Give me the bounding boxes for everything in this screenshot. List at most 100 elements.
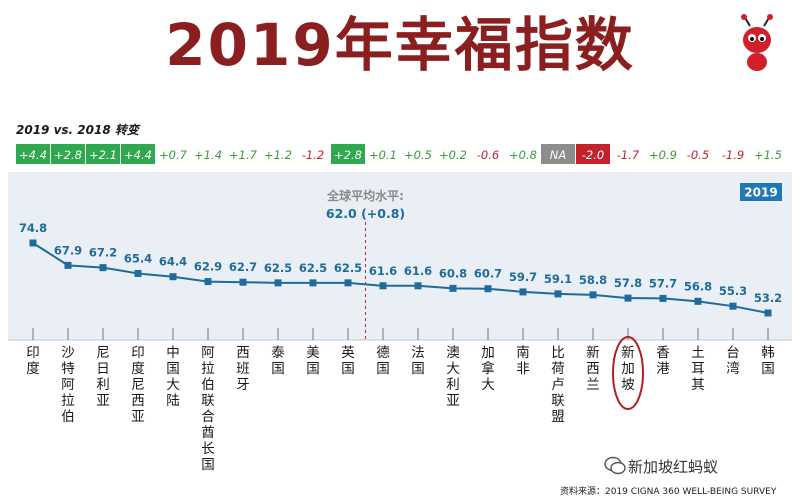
data-point: [379, 282, 387, 290]
data-point: [694, 297, 702, 305]
value-label: 67.9: [54, 243, 82, 257]
data-point: [204, 278, 212, 286]
change-row: +4.4 +2.8 +2.1 +4.4 +0.7 +1.4 +1.7 +1.2 -1.2 +2.8…: [16, 144, 782, 164]
global-average-value: 62.0 (+0.8): [326, 206, 405, 221]
watermark-text: 新加坡红蚂蚁: [628, 458, 719, 476]
change-value: +1.7: [229, 148, 258, 162]
data-point: [29, 239, 37, 247]
data-point: [484, 285, 492, 293]
data-point: [659, 294, 667, 302]
data-point: [554, 290, 562, 298]
value-label: 62.5: [264, 261, 292, 275]
data-point: [309, 279, 317, 287]
change-value: -0.6: [477, 148, 499, 162]
category-label: 尼日利亚: [96, 345, 110, 409]
year-badge-label: 2019: [744, 186, 777, 200]
value-label: 61.6: [404, 264, 432, 278]
change-badge: [51, 144, 85, 164]
data-point: [274, 279, 282, 287]
page-title: 2019年幸福指数: [165, 11, 635, 79]
change-value: +4.4: [19, 148, 47, 162]
category-label: 沙特阿拉伯: [61, 345, 75, 425]
change-value: +2.8: [334, 148, 362, 162]
data-point: [344, 279, 352, 287]
value-label: 65.4: [124, 251, 152, 265]
category-label: 土耳其: [691, 345, 705, 393]
year-badge: [740, 183, 782, 201]
category-label: 泰国: [271, 345, 285, 377]
series-line: [32, 242, 769, 314]
category-label: 德国: [376, 345, 390, 377]
category-label: 新加坡: [621, 345, 635, 393]
category-label: 加拿大: [481, 345, 495, 393]
change-value: +0.8: [509, 148, 537, 162]
value-label: 64.4: [159, 255, 187, 269]
data-point: [169, 273, 177, 281]
category-label: 西班牙: [236, 345, 250, 393]
value-label: 67.2: [89, 246, 117, 260]
value-labels: 74.8 67.9 67.2 65.4 64.4 62.9 62.7 62.5 62.5 62.5…: [19, 221, 782, 305]
value-label: 62.9: [194, 260, 222, 274]
change-badge: [16, 144, 50, 164]
value-label: 53.2: [754, 291, 782, 305]
category-ticks: [8, 328, 792, 341]
value-label: 57.8: [614, 276, 642, 290]
change-badge: [86, 144, 120, 164]
category-label: 印度尼西亚: [131, 345, 145, 425]
value-label: 60.7: [474, 267, 502, 281]
source-note: 资料来源：2019 CIGNA 360 WELL-BEING SURVEY: [560, 487, 777, 497]
value-label: 57.7: [649, 276, 677, 290]
value-label: 61.6: [369, 264, 397, 278]
change-value: +0.7: [159, 148, 188, 162]
change-value: -1.9: [722, 148, 744, 162]
change-value: +1.4: [194, 148, 222, 162]
global-average-label: 全球平均水平:: [326, 188, 404, 203]
category-label: 南非: [516, 345, 530, 377]
value-label: 56.8: [684, 279, 712, 293]
value-label: 59.1: [544, 272, 572, 286]
change-badge: [121, 144, 155, 164]
change-value: +2.8: [54, 148, 82, 162]
change-badge: [576, 144, 610, 164]
change-value: +0.2: [439, 148, 467, 162]
data-point: [764, 309, 772, 317]
data-point: [414, 282, 422, 290]
change-value: -1.2: [302, 148, 324, 162]
category-label: 香港: [656, 345, 670, 377]
data-point: [239, 278, 247, 286]
change-badge: [541, 144, 575, 164]
change-value: +1.5: [754, 148, 782, 162]
data-point: [134, 269, 142, 277]
change-value: +2.1: [89, 148, 117, 162]
change-value: +4.4: [124, 148, 152, 162]
category-label: 阿拉伯联合酋长国: [201, 345, 215, 473]
data-point: [519, 288, 527, 296]
data-point: [99, 264, 107, 272]
change-value: NA: [550, 148, 567, 162]
change-badge: [331, 144, 365, 164]
value-label: 58.8: [579, 273, 607, 287]
change-legend-label: 2019 vs. 2018 转变: [16, 123, 139, 137]
change-value: +1.2: [264, 148, 292, 162]
wechat-icon: [604, 456, 626, 475]
change-value: -0.5: [687, 148, 709, 162]
data-point: [729, 302, 737, 310]
value-label: 62.7: [229, 260, 257, 274]
data-point: [589, 291, 597, 299]
value-label: 62.5: [299, 261, 327, 275]
data-points: [29, 239, 772, 317]
category-labels: 印度 沙特阿拉伯 尼日利亚 印度尼西亚 中国大陆 阿拉伯联合酋长国 西班牙 泰国美国英国德国法…: [26, 336, 775, 473]
category-label: 比荷卢联盟: [551, 345, 565, 425]
category-label: 印度: [26, 345, 40, 377]
singapore-highlight-circle: [612, 336, 644, 410]
category-label: 澳大利亚: [446, 345, 460, 409]
change-value: +0.5: [404, 148, 432, 162]
category-label: 中国大陆: [166, 345, 180, 409]
change-value: -1.7: [617, 148, 640, 162]
global-average: 全球平均水平: 62.0 (+0.8) 2019: [326, 183, 782, 340]
category-label: 英国: [341, 344, 355, 377]
category-label: 美国: [306, 345, 320, 377]
value-label: 55.3: [719, 284, 747, 298]
value-label: 60.8: [439, 266, 467, 280]
